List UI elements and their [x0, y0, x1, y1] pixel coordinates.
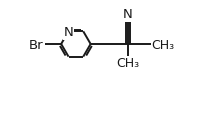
Text: CH₃: CH₃ — [151, 39, 175, 52]
Text: N: N — [64, 26, 73, 39]
Text: Br: Br — [29, 39, 44, 52]
Text: CH₃: CH₃ — [117, 57, 140, 70]
Text: N: N — [123, 8, 133, 21]
